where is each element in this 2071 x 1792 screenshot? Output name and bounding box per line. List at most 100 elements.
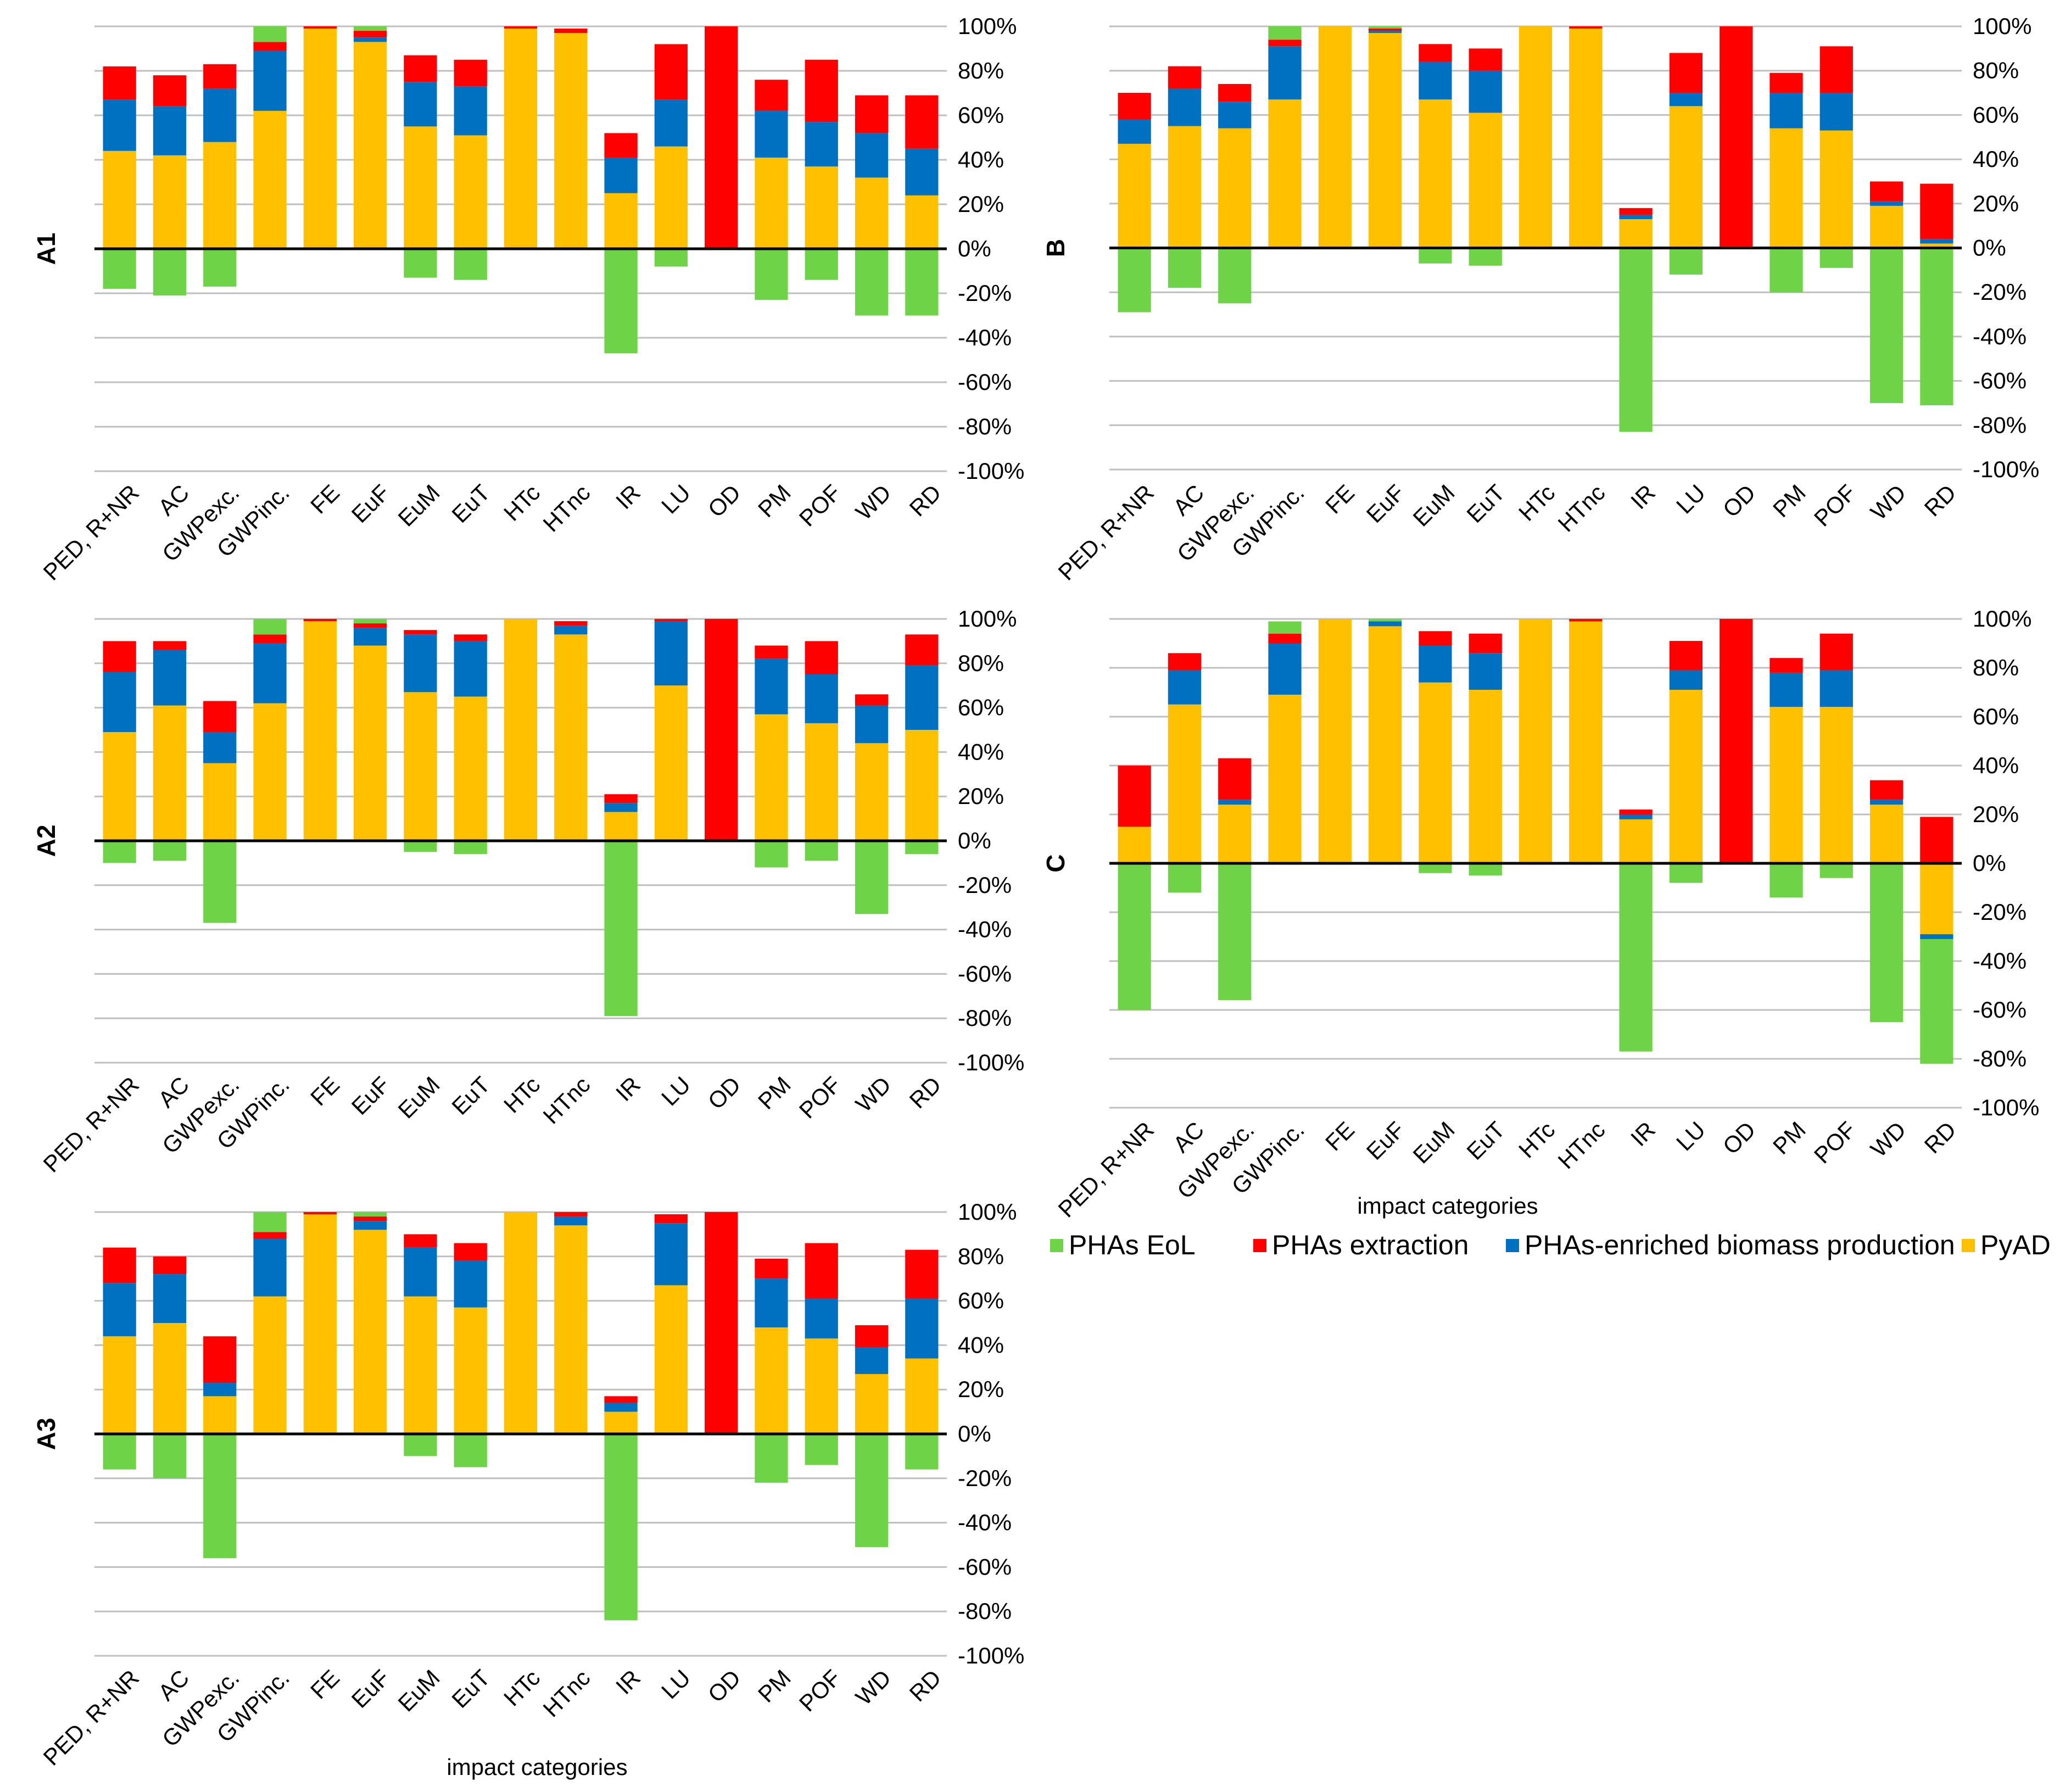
bar-segment-pyad	[1819, 130, 1853, 248]
legend-label: PHAs extraction	[1272, 1230, 1469, 1260]
bar-segment-pyad	[905, 730, 939, 841]
x-tick-label: WD	[1866, 479, 1911, 525]
bar-segment-phas-extraction	[1569, 26, 1603, 29]
bar-segment-phas-extraction	[1118, 93, 1151, 120]
bar-segment-pyad	[454, 135, 487, 249]
bar-segment-phas-eol	[604, 841, 638, 1017]
bar-segment-phas-enriched-biomass-production	[203, 1383, 237, 1397]
bar-segment-phas-enriched-biomass-production	[1218, 102, 1252, 129]
bar-segment-phas-eol	[253, 619, 287, 635]
bar-segment-phas-extraction	[103, 66, 136, 100]
bar-segment-pyad	[1819, 707, 1853, 863]
bar-segment-pyad	[1218, 128, 1252, 248]
bar-segment-phas-enriched-biomass-production	[654, 1223, 688, 1286]
x-tick-label: EuT	[446, 479, 495, 528]
bar-segment-phas-eol	[855, 1434, 889, 1548]
bar-segment-phas-extraction	[153, 1256, 187, 1275]
bar-segment-phas-eol	[203, 841, 237, 923]
x-tick-label: RD	[905, 1071, 946, 1113]
bar-segment-phas-extraction	[1920, 817, 1953, 863]
x-tick-label: POF	[794, 1071, 846, 1123]
x-tick-label: LU	[656, 479, 695, 518]
bar-segment-phas-extraction	[253, 634, 287, 644]
y-tick-label: 80%	[958, 650, 1004, 676]
bar-segment-phas-enriched-biomass-production	[153, 650, 187, 706]
x-tick-label: AC	[153, 479, 194, 521]
bar-segment-phas-enriched-biomass-production	[1419, 62, 1452, 100]
legend-label: PHAs EoL	[1069, 1230, 1196, 1260]
y-tick-label: -80%	[1973, 412, 2027, 438]
bar-segment-phas-eol	[1419, 248, 1452, 264]
bar-segment-phas-extraction	[554, 621, 588, 626]
bar-segment-phas-extraction	[1669, 641, 1703, 671]
bar-segment-phas-eol	[1469, 248, 1502, 266]
bar-segment-phas-enriched-biomass-production	[203, 88, 237, 142]
bar-segment-phas-eol	[404, 249, 437, 278]
bar-segment-pyad	[755, 714, 788, 841]
x-tick-label: HTnc	[538, 1665, 595, 1722]
x-tick-label: EuT	[1461, 1116, 1510, 1165]
y-tick-label: -20%	[958, 280, 1012, 306]
y-tick-label: -60%	[958, 1554, 1012, 1579]
bar-segment-phas-eol	[805, 841, 838, 861]
y-tick-label: 20%	[1973, 191, 2019, 216]
bar-segment-phas-enriched-biomass-production	[905, 665, 939, 730]
bar-segment-pyad	[1519, 619, 1553, 863]
x-tick-label: OD	[1718, 479, 1761, 522]
bar-segment-phas-enriched-biomass-production	[1669, 93, 1703, 107]
y-tick-label: 20%	[958, 191, 1004, 217]
bar-segment-phas-extraction	[454, 1243, 487, 1261]
bar-segment-phas-enriched-biomass-production	[1469, 70, 1502, 113]
bar-segment-phas-extraction	[905, 95, 939, 149]
bar-segment-phas-enriched-biomass-production	[1168, 670, 1202, 705]
bar-segment-phas-enriched-biomass-production	[153, 106, 187, 155]
bar-segment-phas-eol	[1819, 248, 1853, 268]
bar-segment-phas-extraction	[1720, 619, 1753, 863]
bar-segment-phas-extraction	[1419, 631, 1452, 646]
x-tick-label: IR	[611, 479, 645, 514]
bar-segment-phas-eol	[353, 26, 387, 31]
bar-segment-phas-eol	[855, 249, 889, 316]
bar-segment-phas-extraction	[404, 1234, 437, 1248]
bar-segment-phas-enriched-biomass-production	[755, 1279, 788, 1328]
x-tick-label: PED, R+NR	[1053, 1116, 1159, 1222]
bar-segment-phas-extraction	[654, 1214, 688, 1224]
bar-segment-pyad	[604, 812, 638, 841]
bar-segment-phas-enriched-biomass-production	[1218, 800, 1252, 805]
bar-segment-phas-extraction	[554, 29, 588, 34]
x-tick-label: PM	[753, 479, 796, 522]
y-tick-label: -20%	[958, 1465, 1012, 1491]
bar-segment-pyad	[303, 29, 337, 249]
bar-segment-phas-enriched-biomass-production	[855, 705, 889, 744]
x-tick-label: PED, R+NR	[38, 1665, 144, 1770]
bar-segment-pyad	[203, 1396, 237, 1434]
y-tick-label: 0%	[1973, 850, 2006, 876]
bar-segment-phas-extraction	[454, 59, 487, 87]
bar-segment-pyad	[1318, 26, 1352, 248]
bar-segment-phas-extraction	[1720, 26, 1753, 248]
x-tick-label: EuF	[1361, 1116, 1410, 1165]
panel-label: A3	[32, 1418, 60, 1450]
x-tick-label: HTnc	[1553, 1116, 1610, 1174]
bar-segment-phas-enriched-biomass-production	[253, 51, 287, 111]
bar-segment-phas-eol	[1769, 863, 1803, 898]
bar-segment-phas-enriched-biomass-production	[404, 1247, 437, 1297]
y-tick-label: 60%	[958, 1288, 1004, 1314]
bar-segment-phas-enriched-biomass-production	[1819, 670, 1853, 707]
bar-segment-phas-eol	[1869, 248, 1903, 403]
x-tick-label: LU	[1671, 1116, 1710, 1155]
bar-segment-pyad	[1118, 827, 1151, 863]
panel-label: C	[1041, 854, 1070, 872]
y-tick-label: 0%	[958, 236, 991, 261]
bar-segment-phas-extraction	[755, 645, 788, 659]
y-tick-label: 20%	[958, 783, 1004, 809]
bar-segment-phas-eol	[1669, 863, 1703, 883]
bar-segment-pyad	[1168, 704, 1202, 863]
bar-segment-phas-extraction	[1268, 633, 1302, 644]
bar-segment-pyad	[805, 723, 838, 841]
y-tick-label: 0%	[958, 1421, 991, 1447]
legend-swatch-pyad	[1962, 1239, 1975, 1252]
bar-segment-phas-enriched-biomass-production	[604, 157, 638, 193]
bar-segment-phas-eol	[1118, 863, 1151, 1010]
